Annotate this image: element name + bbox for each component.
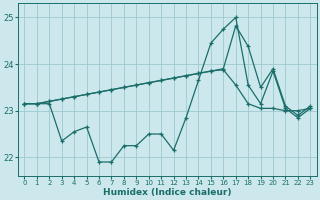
X-axis label: Humidex (Indice chaleur): Humidex (Indice chaleur): [103, 188, 232, 197]
